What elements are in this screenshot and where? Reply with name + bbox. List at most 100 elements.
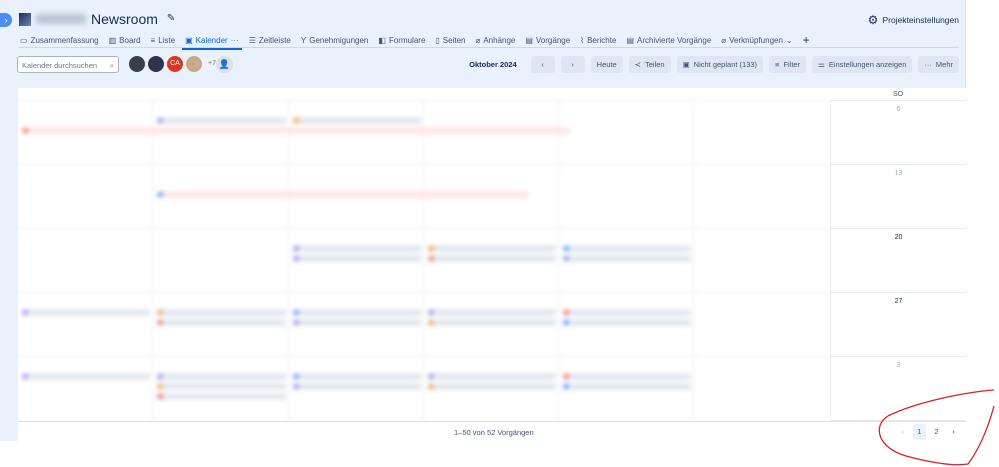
redacted-event[interactable] bbox=[291, 319, 421, 326]
tab-more-icon[interactable]: ··· bbox=[230, 35, 239, 45]
redacted-event[interactable] bbox=[562, 255, 692, 262]
redacted-event[interactable] bbox=[291, 373, 421, 380]
tab-label: Liste bbox=[158, 35, 176, 45]
tab-list[interactable]: ≡ Liste bbox=[151, 36, 176, 45]
tab-approvals[interactable]: Y Genehmigungen bbox=[301, 36, 369, 45]
day-cell[interactable]: 3 bbox=[830, 357, 966, 421]
redacted-event[interactable] bbox=[156, 383, 286, 390]
prev-month-button[interactable]: ‹ bbox=[530, 56, 555, 73]
tab-issues[interactable]: ▤ Vorgänge bbox=[525, 36, 570, 45]
avatar[interactable] bbox=[128, 55, 146, 73]
day-cell[interactable] bbox=[18, 229, 154, 293]
app-shell: › Newsroom ✎ ⚙ Projekteinstellungen ▭ Zusa… bbox=[0, 0, 966, 441]
prev-page-button[interactable]: ‹ bbox=[901, 427, 904, 436]
day-cell[interactable]: 6 bbox=[830, 101, 966, 165]
today-button[interactable]: Heute bbox=[590, 56, 623, 73]
day-cell[interactable] bbox=[694, 165, 830, 229]
redacted-event[interactable] bbox=[562, 319, 692, 326]
calendar-search-input[interactable]: Kalender durchsuchen ⌕ bbox=[17, 56, 119, 73]
tab-label: Formulare bbox=[388, 35, 426, 45]
day-cell[interactable] bbox=[153, 293, 289, 357]
redacted-event[interactable] bbox=[21, 373, 151, 380]
issue-type-icon bbox=[428, 246, 434, 251]
redacted-event[interactable] bbox=[21, 127, 570, 134]
redacted-event[interactable] bbox=[291, 117, 421, 124]
redacted-event[interactable] bbox=[156, 309, 286, 316]
day-cell[interactable] bbox=[18, 165, 154, 229]
tab-summary[interactable]: ▭ Zusammenfassung bbox=[20, 36, 99, 45]
redacted-event[interactable] bbox=[156, 393, 286, 400]
day-cell[interactable] bbox=[18, 293, 154, 357]
day-cell[interactable] bbox=[18, 357, 154, 421]
tab-archived[interactable]: ▤ Archivierte Vorgänge bbox=[626, 36, 711, 45]
avatar[interactable] bbox=[185, 55, 203, 73]
add-people-icon[interactable]: 👤 bbox=[216, 56, 233, 73]
redacted-event[interactable] bbox=[156, 319, 286, 326]
share-button[interactable]: ≺ Teilen bbox=[628, 56, 671, 73]
day-cell[interactable] bbox=[288, 357, 424, 421]
day-cell[interactable] bbox=[559, 357, 695, 421]
day-cell[interactable] bbox=[694, 101, 830, 165]
day-cell[interactable] bbox=[694, 229, 830, 293]
day-cell[interactable] bbox=[153, 229, 289, 293]
next-page-button[interactable]: › bbox=[952, 427, 955, 436]
tab-calendar[interactable]: ▣ Kalender ··· bbox=[182, 35, 242, 50]
day-cell[interactable] bbox=[559, 229, 695, 293]
redacted-event[interactable] bbox=[426, 373, 557, 380]
add-tab-button[interactable]: + bbox=[802, 33, 810, 47]
day-cell[interactable] bbox=[423, 293, 560, 357]
day-cell[interactable] bbox=[559, 101, 695, 165]
day-cell[interactable] bbox=[423, 165, 560, 229]
page-1-button[interactable]: 1 bbox=[913, 424, 926, 440]
tab-links[interactable]: ⌀ Verknüpfungen ⌄ bbox=[721, 36, 792, 45]
day-cell[interactable]: 20 bbox=[830, 229, 966, 293]
page-2-button[interactable]: 2 bbox=[934, 427, 939, 436]
redacted-event[interactable] bbox=[291, 383, 421, 390]
tab-attachments[interactable]: ⌀ Anhänge bbox=[475, 36, 515, 45]
redacted-event[interactable] bbox=[156, 117, 286, 124]
sidebar-expand-button[interactable]: › bbox=[0, 13, 12, 27]
view-settings-button[interactable]: ⚌ Einstellungen anzeigen bbox=[812, 56, 913, 73]
issue-count: 1–50 von 52 Vorgängen bbox=[454, 428, 534, 437]
day-cell[interactable]: 27 bbox=[830, 293, 966, 357]
redacted-event[interactable] bbox=[426, 309, 557, 316]
redacted-event[interactable] bbox=[562, 309, 692, 316]
redacted-event[interactable] bbox=[156, 373, 286, 380]
day-cell[interactable] bbox=[288, 229, 424, 293]
tab-reports[interactable]: ⌇ Berichte bbox=[580, 36, 616, 45]
redacted-event[interactable] bbox=[291, 245, 421, 252]
redacted-event[interactable] bbox=[21, 309, 151, 316]
tab-pages[interactable]: ▯ Seiten bbox=[435, 36, 465, 45]
tab-board[interactable]: ▥ Board bbox=[109, 36, 141, 45]
redacted-event[interactable] bbox=[426, 383, 557, 390]
day-cell[interactable]: 13 bbox=[830, 165, 966, 229]
redacted-event[interactable] bbox=[291, 309, 421, 316]
tab-label: Verknüpfungen bbox=[729, 35, 783, 45]
redacted-event[interactable] bbox=[562, 245, 692, 252]
tab-forms[interactable]: ◧ Formulare bbox=[378, 36, 425, 45]
day-cell[interactable] bbox=[694, 357, 830, 421]
avatar[interactable] bbox=[147, 55, 165, 73]
redacted-event[interactable] bbox=[562, 383, 692, 390]
avatar[interactable]: CA bbox=[166, 55, 184, 73]
unscheduled-button[interactable]: ▣ Nicht geplant (133) bbox=[676, 56, 764, 73]
day-cell[interactable] bbox=[423, 357, 560, 421]
redacted-event[interactable] bbox=[156, 191, 530, 198]
day-cell[interactable] bbox=[423, 229, 560, 293]
day-cell[interactable] bbox=[153, 357, 289, 421]
redacted-event[interactable] bbox=[426, 255, 557, 262]
redacted-event[interactable] bbox=[426, 319, 557, 326]
tab-timeline[interactable]: ☰ Zeitleiste bbox=[249, 36, 291, 45]
redacted-event[interactable] bbox=[562, 373, 692, 380]
redacted-event[interactable] bbox=[291, 255, 421, 262]
day-cell[interactable] bbox=[559, 165, 695, 229]
day-cell[interactable] bbox=[559, 293, 695, 357]
next-month-button[interactable]: › bbox=[560, 56, 585, 73]
day-cell[interactable] bbox=[288, 293, 424, 357]
more-button[interactable]: ··· Mehr bbox=[918, 56, 959, 73]
theme-bucket-icon[interactable]: ✎ bbox=[166, 13, 176, 24]
filter-button[interactable]: ≡ Filter bbox=[769, 56, 807, 73]
day-cell[interactable] bbox=[694, 293, 830, 357]
project-settings-button[interactable]: ⚙ Projekteinstellungen bbox=[868, 13, 959, 27]
redacted-event[interactable] bbox=[426, 245, 557, 252]
